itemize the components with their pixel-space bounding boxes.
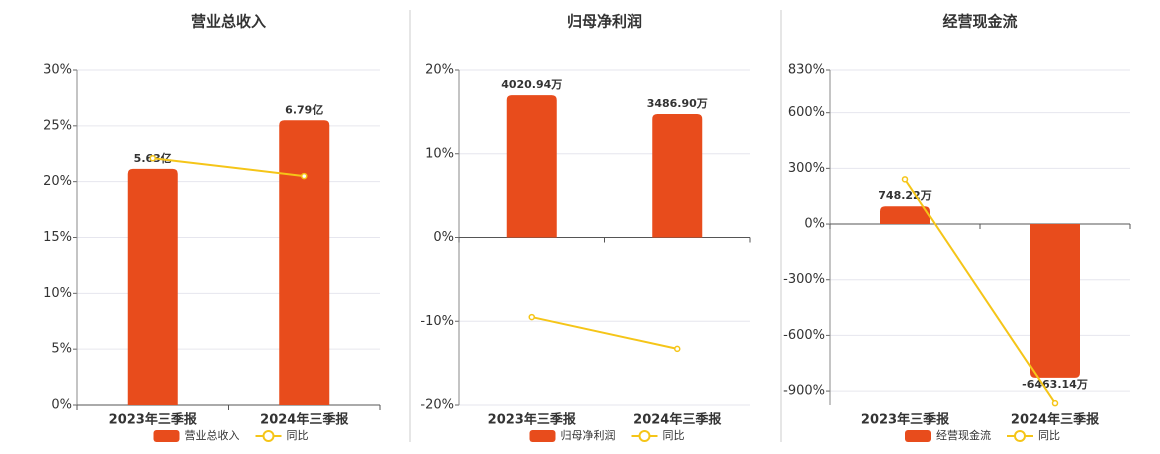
legend-label: 经营现金流 [936, 428, 991, 442]
data-label: 6.79亿 [285, 102, 323, 116]
data-label: -6463.14万 [1022, 378, 1088, 391]
y-tick-label: 0% [433, 230, 454, 245]
data-label: 3486.90万 [647, 97, 708, 110]
point [674, 345, 681, 353]
y-tick-label: 0% [51, 398, 72, 413]
legend-marker [1014, 430, 1026, 442]
legend-marker [262, 430, 275, 442]
legend-swatch [153, 430, 180, 442]
point [149, 154, 156, 162]
legend-label: 同比 [1038, 429, 1060, 442]
line [152, 157, 305, 178]
y-tick-label: -600% [783, 328, 825, 343]
point [901, 176, 909, 183]
line [904, 178, 1056, 404]
y-tick-label: 20% [425, 63, 454, 78]
x-tick-label: 2024年三季报 [1011, 412, 1100, 428]
y-tick-label: -300% [783, 272, 825, 287]
legend-label: 营业总收入 [185, 428, 240, 442]
legend-swatch [529, 430, 556, 442]
legend-label: 同比 [287, 429, 309, 442]
y-tick-label: -900% [783, 384, 825, 399]
bar [652, 114, 703, 238]
y-tick-label: 300% [788, 161, 825, 176]
line [531, 316, 678, 350]
chart-title: 经营现金流 [942, 13, 1017, 31]
y-tick-label: 20% [43, 174, 72, 189]
point [301, 172, 308, 180]
y-tick-label: -10% [420, 314, 454, 329]
chart-title: 归母净利润 [567, 13, 642, 31]
x-tick-label: 2023年三季报 [861, 412, 950, 428]
bar [506, 95, 557, 238]
x-tick-label: 2024年三季报 [260, 412, 349, 428]
legend-swatch [905, 430, 931, 442]
x-tick-label: 2023年三季报 [109, 412, 198, 428]
y-tick-label: 15% [43, 230, 72, 245]
x-tick-label: 2024年三季报 [633, 412, 722, 428]
x-tick-label: 2023年三季报 [488, 412, 577, 428]
bar [127, 168, 178, 405]
legend-marker [638, 430, 651, 442]
bar [279, 120, 330, 405]
bar [1030, 224, 1080, 378]
y-tick-label: -20% [420, 398, 454, 413]
legend-label: 归母净利润 [561, 428, 616, 442]
data-label: 748.22万 [878, 189, 931, 202]
y-tick-label: 10% [425, 146, 454, 161]
y-tick-label: 5% [51, 342, 72, 357]
y-tick-label: 25% [43, 118, 72, 133]
y-tick-label: 10% [43, 286, 72, 301]
chart-title: 营业总收入 [191, 13, 266, 31]
data-label: 4020.94万 [501, 78, 562, 91]
bar [880, 206, 930, 225]
point [528, 313, 535, 321]
y-tick-label: 830% [788, 63, 825, 78]
point [1051, 399, 1059, 407]
y-tick-label: 30% [43, 63, 72, 78]
y-tick-label: 0% [804, 217, 825, 232]
y-tick-label: 600% [788, 105, 825, 120]
legend-label: 同比 [663, 429, 685, 442]
